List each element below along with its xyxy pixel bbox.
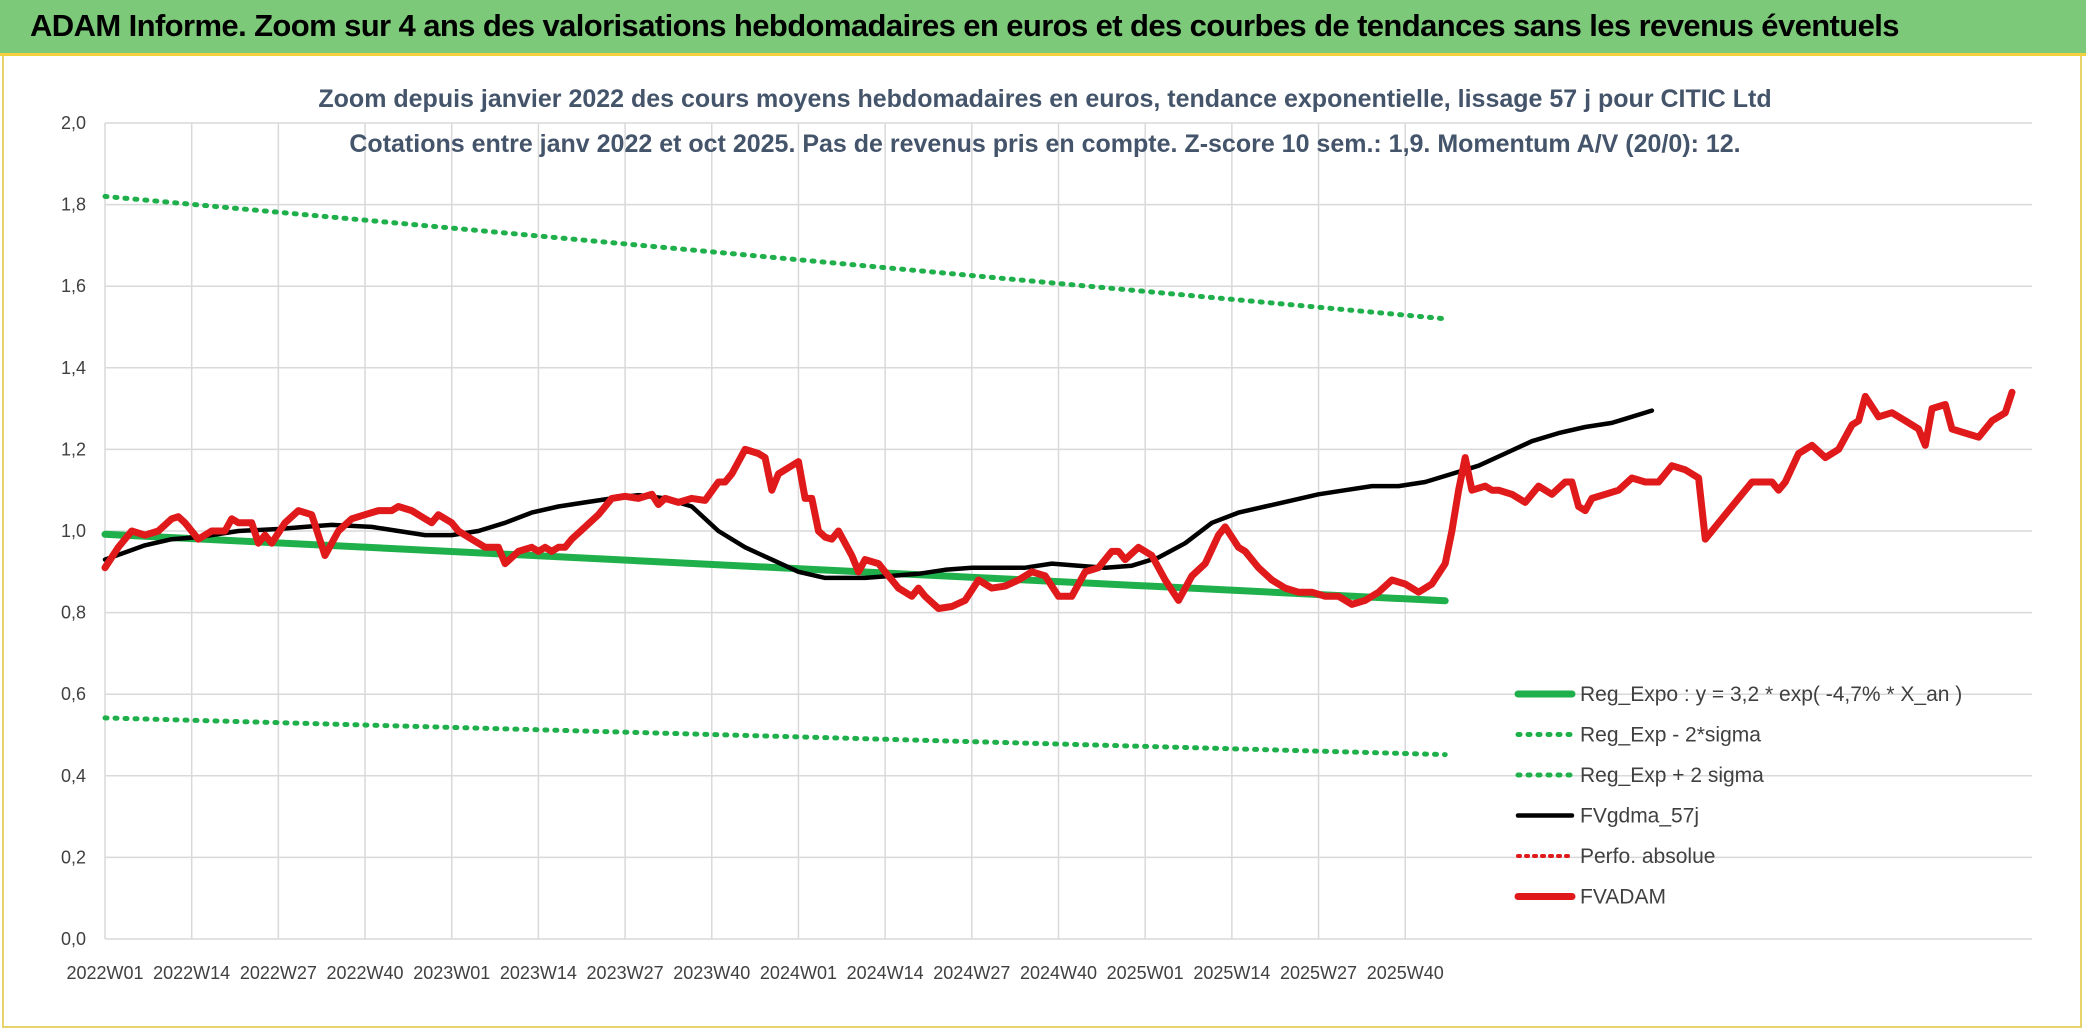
y-tick-label: 0,0: [61, 929, 86, 949]
legend-perfo-label: Perfo. absolue: [1580, 845, 1715, 868]
x-tick-label: 2024W01: [760, 963, 837, 983]
report-banner: ADAM Informe. Zoom sur 4 ans des valoris…: [0, 0, 2086, 56]
x-tick-label: 2022W01: [66, 963, 143, 983]
grid-lines: [104, 122, 2032, 940]
reg-expo-line: [101, 530, 1449, 605]
fvadam-line: [101, 388, 2016, 612]
x-tick-label: 2025W27: [1280, 963, 1357, 983]
y-tick-label: 2,0: [61, 113, 86, 133]
legend-fvadam-label: FVADAM: [1580, 886, 1666, 909]
reg-exp-minus-2sigma-line: [102, 715, 1448, 758]
legend-fvgdma-label: FVgdma_57j: [1580, 805, 1699, 828]
chart-title-line-2: Cotations entre janv 2022 et oct 2025. P…: [349, 130, 1740, 158]
x-axis-tick-labels: 2022W01 2022W14 2022W27 2022W40 2023W01 2023W…: [66, 963, 1443, 983]
y-tick-label: 1,2: [61, 439, 86, 459]
report-title: ADAM Informe. Zoom sur 4 ans des valoris…: [30, 8, 1900, 43]
chart-title-line-1: Zoom depuis janvier 2022 des cours moyen…: [318, 85, 1771, 113]
x-tick-label: 2022W27: [240, 963, 317, 983]
legend-reg-expo-label: Reg_Expo : y = 3,2 * exp( -4,7% * X_an ): [1580, 683, 1962, 706]
y-tick-label: 0,8: [61, 603, 86, 623]
x-tick-label: 2022W40: [327, 963, 404, 983]
x-tick-label: 2025W01: [1107, 963, 1184, 983]
x-tick-label: 2024W14: [847, 963, 924, 983]
y-tick-label: 0,6: [61, 684, 86, 704]
x-tick-label: 2025W14: [1193, 963, 1270, 983]
x-tick-label: 2023W14: [500, 963, 577, 983]
x-tick-label: 2023W01: [413, 963, 490, 983]
y-tick-label: 1,6: [61, 276, 86, 296]
y-tick-label: 0,4: [61, 766, 86, 786]
chart-frame: [2, 56, 2082, 1028]
legend-reg-exp-minus-label: Reg_Exp - 2*sigma: [1580, 724, 1761, 747]
y-tick-label: 1,8: [61, 195, 86, 215]
x-tick-label: 2025W40: [1367, 963, 1444, 983]
chart-legend: Reg_Expo : y = 3,2 * exp( -4,7% * X_an )…: [1514, 683, 1962, 909]
x-tick-label: 2023W40: [673, 963, 750, 983]
y-axis-tick-labels: 0,0 0,2 0,4 0,6 0,8 1,0 1,2 1,4 1,6 1,8 2,0: [61, 113, 86, 949]
y-tick-label: 1,4: [61, 358, 86, 378]
legend-reg-exp-plus-label: Reg_Exp + 2 sigma: [1580, 764, 1764, 787]
y-tick-label: 0,2: [61, 847, 86, 867]
reg-exp-plus-2sigma-line: [102, 193, 1448, 322]
x-tick-label: 2024W40: [1020, 963, 1097, 983]
x-tick-label: 2023W27: [587, 963, 664, 983]
fvgdma-57j-line: [102, 408, 1655, 581]
x-tick-label: 2022W14: [153, 963, 230, 983]
x-tick-label: 2024W27: [933, 963, 1010, 983]
y-tick-label: 1,0: [61, 521, 86, 541]
series-lines: [101, 193, 2016, 758]
